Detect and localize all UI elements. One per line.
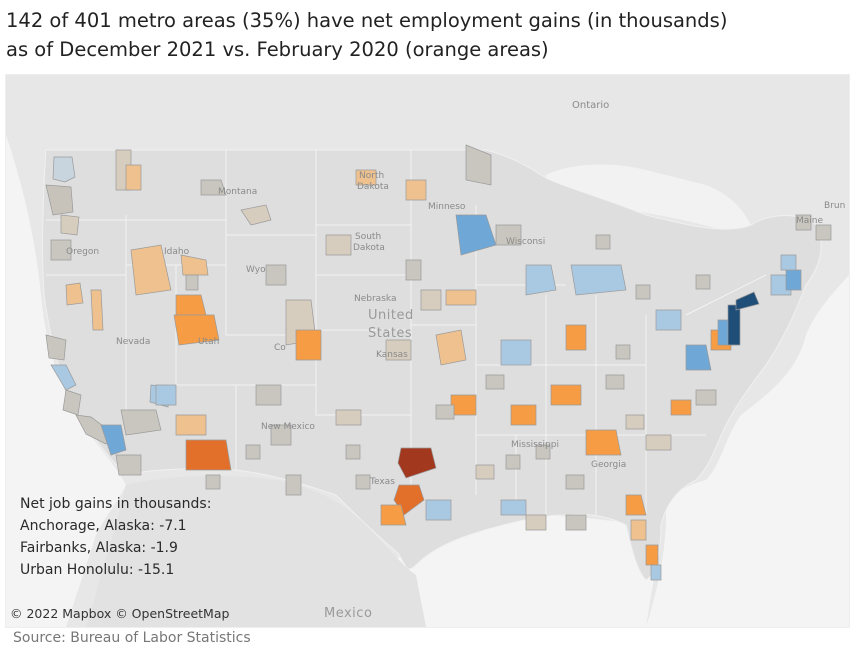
label-north-dakota-1: North — [359, 171, 385, 181]
label-united-states-2: States — [368, 326, 413, 341]
legend-item-anchorage: Anchorage, Alaska: -7.1 — [20, 518, 187, 534]
label-wyoming: Wyo — [246, 265, 266, 275]
label-new-mexico: New Mexico — [261, 422, 315, 432]
label-kansas: Kansas — [376, 350, 408, 360]
us-metro-map[interactable]: Ontario North Dakota South Dakota Montan… — [5, 74, 850, 628]
title-line-2: as of December 2021 vs. February 2020 (o… — [6, 38, 549, 61]
label-north-dakota-2: Dakota — [357, 182, 389, 192]
legend-item-fairbanks: Fairbanks, Alaska: -1.9 — [20, 540, 178, 556]
label-nebraska: Nebraska — [354, 294, 397, 304]
label-wisconsin: Wisconsi — [506, 237, 546, 247]
title-line-1: 142 of 401 metro areas (35%) have net em… — [6, 9, 728, 32]
legend-heading: Net job gains in thousands: — [20, 496, 212, 512]
label-georgia: Georgia — [591, 460, 627, 470]
map-base — [6, 75, 849, 627]
label-south-dakota-2: Dakota — [353, 243, 385, 253]
legend-item-honolulu: Urban Honolulu: -15.1 — [20, 562, 175, 578]
label-utah: Utah — [198, 337, 220, 347]
label-oregon: Oregon — [66, 247, 100, 257]
label-minnesota: Minneso — [428, 202, 466, 212]
source-note: Source: Bureau of Labor Statistics — [13, 630, 251, 646]
label-montana: Montana — [218, 187, 258, 197]
label-idaho: Idaho — [164, 247, 190, 257]
label-maine: Maine — [796, 216, 824, 226]
label-ontario: Ontario — [572, 100, 610, 111]
chart-title: 142 of 401 metro areas (35%) have net em… — [6, 6, 844, 64]
label-united-states-1: United — [368, 308, 414, 323]
label-texas: Texas — [370, 477, 395, 487]
label-colorado: Co — [274, 343, 286, 353]
label-mexico: Mexico — [324, 606, 373, 621]
label-mississippi: Mississippi — [511, 440, 559, 450]
map-attribution-link[interactable]: © 2022 Mapbox © OpenStreetMap — [10, 606, 230, 621]
label-south-dakota-1: South — [355, 232, 382, 242]
label-nevada: Nevada — [116, 337, 151, 347]
label-brunswick: Brun — [824, 201, 846, 211]
legend-note: Net job gains in thousands: Anchorage, A… — [20, 493, 211, 581]
